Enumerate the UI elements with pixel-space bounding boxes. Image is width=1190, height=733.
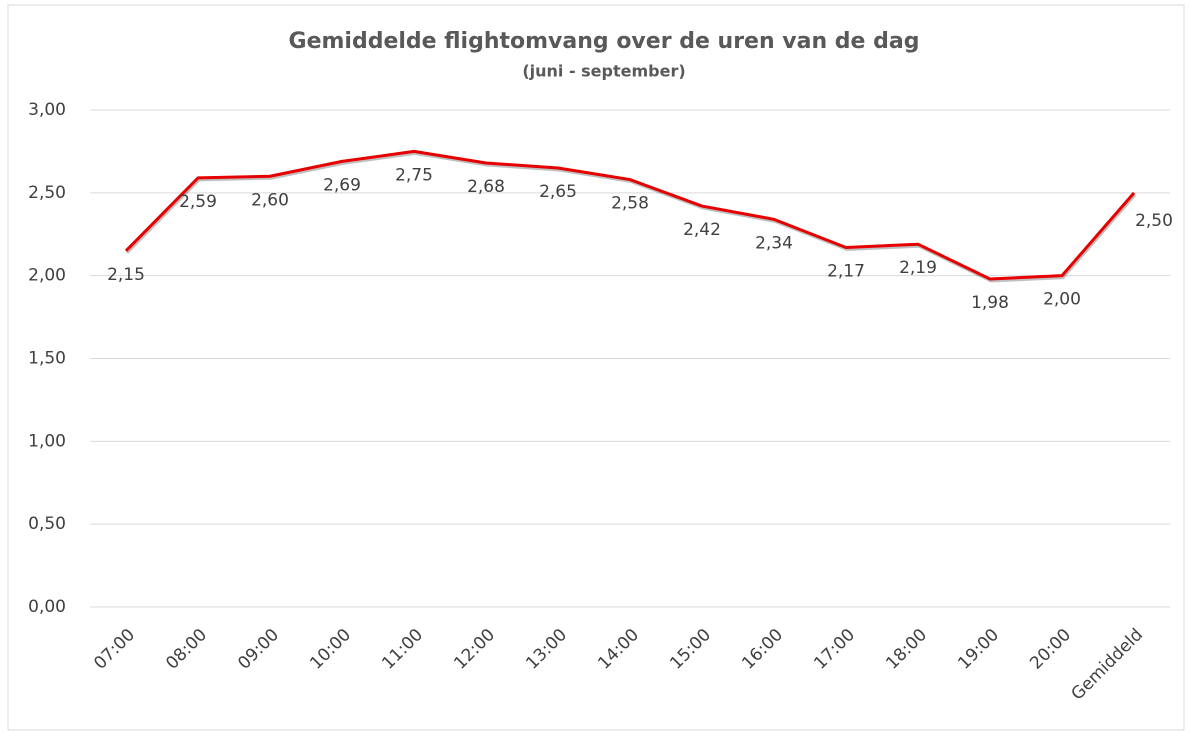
y-tick-label: 1,50 — [28, 349, 66, 369]
y-tick-label: 2,50 — [28, 183, 66, 203]
y-tick-label: 2,00 — [28, 266, 66, 286]
y-tick-label: 3,00 — [28, 100, 66, 120]
data-label: 2,69 — [323, 175, 361, 195]
data-label: 2,00 — [1043, 290, 1081, 310]
y-tick-label: 1,00 — [28, 431, 66, 451]
data-label: 2,50 — [1135, 211, 1173, 231]
data-label: 2,68 — [467, 177, 505, 197]
data-label: 2,34 — [755, 233, 793, 253]
data-label: 2,65 — [539, 182, 577, 202]
chart-frame — [7, 4, 1185, 731]
data-label: 2,58 — [611, 194, 649, 214]
data-line — [124, 149, 1136, 281]
data-label: 1,98 — [971, 293, 1009, 313]
chart-subtitle: (juni - september) — [522, 62, 685, 81]
data-label: 2,75 — [395, 165, 433, 185]
data-label: 2,42 — [683, 220, 721, 240]
chart-title: Gemiddelde flightomvang over de uren van… — [289, 29, 920, 54]
data-label: 2,17 — [827, 262, 865, 282]
data-label: 2,15 — [107, 265, 145, 285]
data-label: 2,60 — [251, 190, 289, 210]
data-label: 2,19 — [899, 258, 937, 278]
data-label: 2,59 — [179, 192, 217, 212]
y-tick-label: 0,00 — [28, 597, 66, 617]
y-tick-label: 0,50 — [28, 514, 66, 534]
